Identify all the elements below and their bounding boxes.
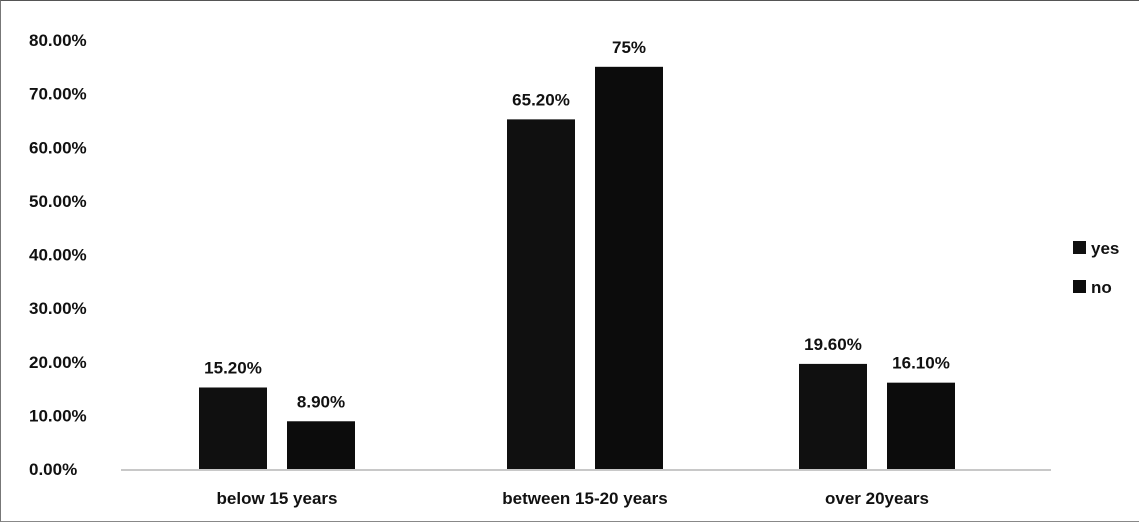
data-labels: 15.20% 8.90% 65.20% 75% 19.60% 16.10% <box>204 38 950 411</box>
y-tick-label: 20.00% <box>29 353 87 372</box>
y-axis-ticks: 0.00% 10.00% 20.00% 30.00% 40.00% 50.00% 60.00… <box>29 31 87 479</box>
bars <box>199 66 955 470</box>
bar-no-2 <box>887 382 955 469</box>
legend: yes no <box>1073 239 1119 297</box>
y-tick-label: 40.00% <box>29 246 87 265</box>
data-label-no-0: 8.90% <box>297 392 345 411</box>
bar-no-1 <box>595 66 663 469</box>
data-label-no-2: 16.10% <box>892 354 950 373</box>
x-category-label: over 20years <box>825 489 929 508</box>
data-label-yes-0: 15.20% <box>204 358 262 377</box>
y-tick-label: 10.00% <box>29 406 87 425</box>
data-label-yes-2: 19.60% <box>804 335 862 354</box>
x-axis-category-labels: below 15 years between 15-20 years over 20… <box>217 489 929 508</box>
y-tick-label: 50.00% <box>29 192 87 211</box>
y-tick-label: 0.00% <box>29 460 77 479</box>
y-tick-label: 80.00% <box>29 31 87 50</box>
data-label-yes-1: 65.20% <box>512 90 570 109</box>
bar-yes-0 <box>199 387 267 469</box>
bar-no-0 <box>287 421 355 469</box>
y-tick-label: 30.00% <box>29 299 87 318</box>
x-category-label: below 15 years <box>217 489 338 508</box>
legend-label-yes: yes <box>1091 239 1119 258</box>
legend-label-no: no <box>1091 278 1112 297</box>
x-category-label: between 15-20 years <box>502 489 667 508</box>
data-label-no-1: 75% <box>612 38 646 57</box>
bar-yes-1 <box>507 119 575 470</box>
legend-swatch-yes <box>1073 241 1086 254</box>
y-tick-label: 70.00% <box>29 85 87 104</box>
bar-yes-2 <box>799 363 867 469</box>
legend-swatch-no <box>1073 280 1086 293</box>
y-tick-label: 60.00% <box>29 138 87 157</box>
